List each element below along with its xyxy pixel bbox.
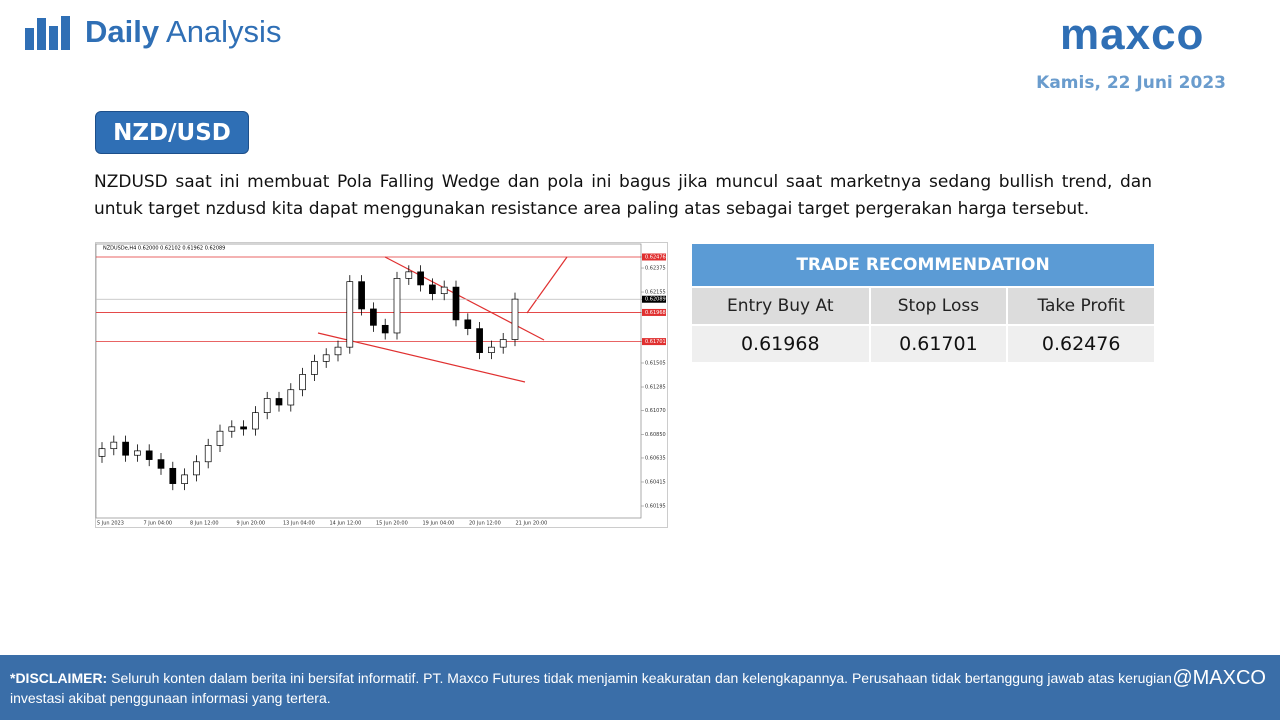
y-tick-label: 0.62089 bbox=[645, 297, 666, 303]
y-tick-label: 0.62155 bbox=[645, 290, 666, 296]
price-label-bg bbox=[642, 338, 666, 346]
title-bold: Daily bbox=[85, 14, 160, 49]
candle-body bbox=[334, 346, 342, 356]
candle-body bbox=[488, 346, 495, 353]
trade-table: TRADE RECOMMENDATION Entry Buy At Stop Lo… bbox=[690, 242, 1156, 364]
x-tick-label: 7 Jun 04:00 bbox=[144, 521, 173, 527]
table-title: TRADE RECOMMENDATION bbox=[690, 242, 1156, 288]
candle-body bbox=[346, 281, 354, 348]
candle-body bbox=[417, 271, 424, 286]
header-cell: Stop Loss bbox=[868, 286, 1009, 326]
x-tick-label: 9 Jun 20:00 bbox=[237, 521, 266, 527]
candle-body bbox=[381, 324, 389, 334]
x-tick-label: 15 Jun 20:00 bbox=[376, 521, 408, 527]
y-tick-label: 0.61701 bbox=[645, 339, 666, 345]
value-cell: 0.61701 bbox=[868, 324, 1009, 364]
price-label-bg bbox=[642, 253, 666, 261]
value-cell: 0.62476 bbox=[1006, 324, 1156, 364]
x-tick-label: 5 Jun 2023 bbox=[97, 521, 124, 527]
candle-body bbox=[134, 450, 141, 456]
candle-body bbox=[122, 441, 129, 456]
disclaimer-label: *DISCLAIMER: bbox=[10, 670, 108, 686]
brand-icon bbox=[25, 16, 70, 50]
y-tick-label: 0.62375 bbox=[645, 266, 666, 272]
candle-body bbox=[499, 339, 507, 348]
candle-body bbox=[169, 467, 177, 484]
price-chart: NZDUSDe,H4 0.62000 0.62102 0.61962 0.620… bbox=[95, 242, 668, 528]
candle-body bbox=[98, 448, 106, 457]
y-tick-label: 0.62476 bbox=[645, 254, 666, 260]
candle-body bbox=[452, 286, 460, 321]
candle-body bbox=[145, 450, 153, 460]
candle-body bbox=[263, 398, 271, 414]
candle-body bbox=[275, 398, 283, 406]
x-tick-label: 8 Jun 12:00 bbox=[190, 521, 219, 527]
x-tick-label: 19 Jun 04:00 bbox=[423, 521, 455, 527]
candle-body bbox=[193, 461, 200, 476]
candle-body bbox=[311, 361, 318, 375]
x-tick-label: 20 Jun 12:00 bbox=[469, 521, 501, 527]
candle-body bbox=[299, 374, 306, 391]
x-tick-label: 14 Jun 12:00 bbox=[330, 521, 362, 527]
candle-body bbox=[358, 281, 365, 310]
brand-title: Daily Analysis bbox=[85, 14, 281, 50]
y-tick-label: 0.60635 bbox=[645, 455, 666, 461]
value-cell: 0.61968 bbox=[690, 324, 871, 364]
y-tick-label: 0.60415 bbox=[645, 479, 666, 485]
social-handle: @MAXCO bbox=[1172, 667, 1266, 689]
target-arrow bbox=[526, 256, 568, 314]
candle-body bbox=[287, 389, 295, 406]
candle-body bbox=[181, 474, 188, 484]
chart-title: NZDUSDe,H4 0.62000 0.62102 0.61962 0.620… bbox=[103, 246, 225, 252]
y-tick-label: 0.60195 bbox=[645, 503, 666, 509]
candle-body bbox=[370, 308, 377, 326]
header-cell: Take Profit bbox=[1006, 286, 1156, 326]
candle-body bbox=[204, 445, 212, 463]
candle-body bbox=[322, 354, 330, 362]
logo: maxco bbox=[1060, 10, 1205, 59]
y-tick-label: 0.61070 bbox=[645, 408, 666, 414]
candle-body bbox=[252, 412, 259, 430]
x-tick-label: 13 Jun 04:00 bbox=[283, 521, 315, 527]
candle-body bbox=[511, 298, 519, 340]
candle-body bbox=[216, 430, 224, 446]
candle-body bbox=[240, 426, 247, 430]
candle-body bbox=[440, 286, 448, 295]
candle-body bbox=[429, 284, 436, 295]
y-tick-label: 0.61285 bbox=[645, 385, 666, 391]
header-cell: Entry Buy At bbox=[690, 286, 871, 326]
candle-body bbox=[157, 459, 165, 469]
disclaimer-text: Seluruh konten dalam berita ini bersifat… bbox=[10, 670, 1172, 706]
pair-badge: NZD/USD bbox=[95, 111, 249, 154]
price-label-bg bbox=[642, 295, 666, 303]
y-tick-label: 0.61968 bbox=[645, 310, 666, 316]
title-rest: Analysis bbox=[166, 14, 282, 49]
plot-frame bbox=[95, 243, 642, 519]
chart-frame bbox=[95, 242, 668, 528]
candle-body bbox=[464, 319, 472, 329]
candle-body bbox=[405, 271, 413, 279]
date: Kamis, 22 Juni 2023 bbox=[1036, 73, 1226, 93]
disclaimer-bar: *DISCLAIMER: Seluruh konten dalam berita… bbox=[0, 655, 1280, 720]
price-label-bg bbox=[642, 308, 666, 316]
x-tick-label: 21 Jun 20:00 bbox=[516, 521, 548, 527]
disclaimer: *DISCLAIMER: Seluruh konten dalam berita… bbox=[10, 668, 1230, 708]
analysis-text: NZDUSD saat ini membuat Pola Falling Wed… bbox=[94, 172, 1152, 219]
candle-body bbox=[110, 441, 118, 450]
candle-body bbox=[228, 426, 236, 432]
candle-body bbox=[476, 328, 483, 353]
candle-body bbox=[393, 278, 401, 334]
y-tick-label: 0.61505 bbox=[645, 360, 666, 366]
y-tick-label: 0.60850 bbox=[645, 432, 666, 438]
